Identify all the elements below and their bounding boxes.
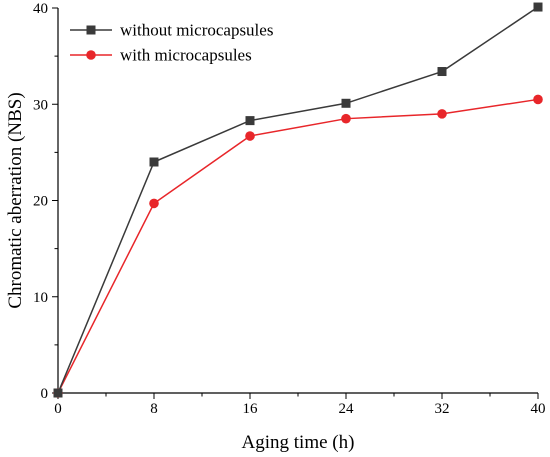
x-axis-title: Aging time (h)	[242, 432, 355, 453]
x-tick-label-8: 8	[150, 401, 158, 417]
data-point-without-microcapsules-0	[53, 388, 63, 398]
data-point-with-microcapsules-32	[437, 109, 447, 119]
x-tick-label-32: 32	[435, 401, 450, 417]
x-tick-label-0: 0	[54, 401, 62, 417]
series-line-without-microcapsules	[57, 6, 539, 394]
y-tick-label-30: 30	[33, 97, 48, 113]
series-with-microcapsules	[53, 94, 543, 398]
legend-label-without-microcapsules: without microcapsules	[120, 21, 273, 40]
x-tick-label-24: 24	[339, 401, 355, 417]
data-point-without-microcapsules-16	[245, 116, 255, 126]
y-tick-label-10: 10	[33, 290, 48, 306]
legend-label-with-microcapsules: with microcapsules	[120, 46, 252, 65]
data-point-without-microcapsules-8	[149, 157, 159, 167]
legend: without microcapsules with microcapsules	[70, 21, 273, 65]
legend-marker-with-microcapsules	[86, 50, 96, 60]
y-tick-label-40: 40	[33, 1, 48, 17]
tick-labels: 0 8 16 24 32 40 0 10 20 30 40	[33, 1, 546, 417]
series-without-microcapsules	[53, 2, 543, 398]
data-point-with-microcapsules-8	[149, 198, 159, 209]
data-point-with-microcapsules-24	[341, 113, 351, 124]
data-point-without-microcapsules-32	[437, 67, 447, 77]
x-tick-label-40: 40	[531, 401, 546, 417]
data-point-without-microcapsules-40	[533, 2, 543, 12]
series-line-with-microcapsules	[57, 98, 539, 394]
data-point-without-microcapsules-24	[341, 98, 351, 108]
data-point-with-microcapsules-16	[245, 131, 255, 141]
axes	[57, 8, 538, 394]
y-tick-label-20: 20	[33, 194, 48, 210]
y-axis-title: Chromatic aberration (NBS)	[5, 92, 26, 308]
y-tick-label-0: 0	[41, 386, 49, 402]
data-point-with-microcapsules-40	[533, 94, 543, 105]
legend-marker-without-microcapsules	[86, 25, 96, 35]
x-tick-label-16: 16	[243, 401, 259, 417]
series-layer	[53, 2, 543, 398]
